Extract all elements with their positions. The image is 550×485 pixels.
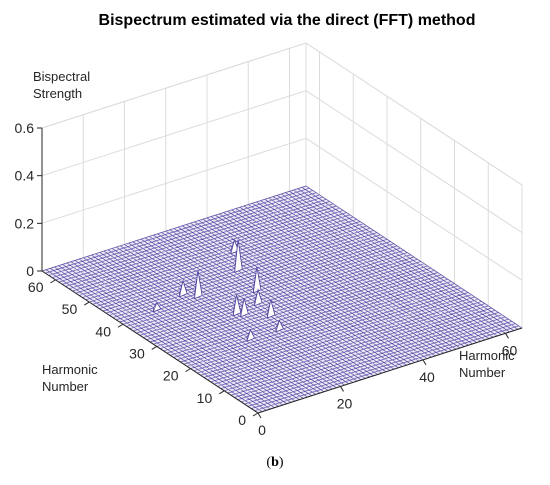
y-axis-label: Harmonic Number bbox=[42, 362, 98, 394]
x-axis-line bbox=[257, 327, 523, 414]
y-tick-mark bbox=[252, 412, 259, 417]
peak-ridge bbox=[179, 280, 184, 297]
z-tick-label: 0.2 bbox=[15, 215, 35, 231]
y-tick-mark bbox=[151, 346, 158, 350]
peak-ridge bbox=[253, 267, 258, 293]
y-tick-mark bbox=[50, 279, 56, 284]
y-tick-label: 60 bbox=[28, 279, 44, 295]
y-tick-label: 20 bbox=[163, 368, 179, 384]
y-tick-label: 50 bbox=[62, 301, 78, 317]
peak-ridge bbox=[232, 294, 237, 316]
peak-ridge bbox=[194, 270, 199, 299]
x-tick-mark bbox=[340, 386, 344, 392]
y-axis-line bbox=[41, 270, 259, 414]
peak-ridge bbox=[234, 239, 239, 273]
caption-open: ( bbox=[266, 455, 271, 470]
peak-ridge bbox=[254, 289, 259, 306]
z-gridline bbox=[41, 90, 523, 234]
y-tick-label: 10 bbox=[197, 390, 213, 406]
chart-title: Bispectrum estimated via the direct (FFT… bbox=[99, 12, 476, 29]
z-gridline bbox=[41, 42, 523, 186]
caption-close: ) bbox=[279, 455, 284, 470]
axis-layer bbox=[37, 127, 523, 419]
x-tick-mark bbox=[505, 333, 509, 339]
z-axis-label: Bispectral Strength bbox=[33, 69, 90, 101]
y-tick-mark bbox=[218, 390, 225, 395]
peak-ridge bbox=[266, 299, 272, 319]
x-axis-label: Harmonic Number bbox=[459, 348, 515, 380]
x-tick-label: 40 bbox=[419, 369, 435, 385]
z-tick-label: 0.6 bbox=[15, 120, 35, 136]
x-tick-mark bbox=[422, 359, 427, 366]
x-tick-label: 0 bbox=[258, 422, 266, 438]
z-tick-label: 0 bbox=[26, 263, 34, 279]
x-tick-label: 20 bbox=[337, 395, 353, 411]
peak-ridge bbox=[275, 320, 280, 332]
figure-caption: (b) bbox=[266, 455, 283, 470]
z-gridline bbox=[41, 137, 523, 281]
x-tick-mark bbox=[257, 412, 262, 419]
y-tick-label: 0 bbox=[238, 412, 246, 428]
peak-ridge bbox=[230, 240, 235, 254]
peak-ridge bbox=[152, 302, 158, 312]
y-tick-mark bbox=[83, 301, 90, 306]
label-layer: 0204060010203040506000.20.40.6Bispectral… bbox=[15, 69, 518, 438]
y-tick-label: 30 bbox=[129, 345, 145, 361]
x-tick-label: 60 bbox=[502, 342, 518, 358]
surface-peak bbox=[152, 302, 162, 313]
z-tick-label: 0.4 bbox=[15, 168, 35, 184]
caption-letter: b bbox=[271, 455, 279, 470]
y-tick-mark bbox=[185, 368, 191, 373]
peak-ridge bbox=[246, 329, 251, 342]
y-tick-label: 40 bbox=[95, 323, 111, 339]
peak-ridge bbox=[240, 298, 245, 317]
surface-layer bbox=[41, 185, 523, 414]
y-tick-mark bbox=[117, 323, 124, 328]
